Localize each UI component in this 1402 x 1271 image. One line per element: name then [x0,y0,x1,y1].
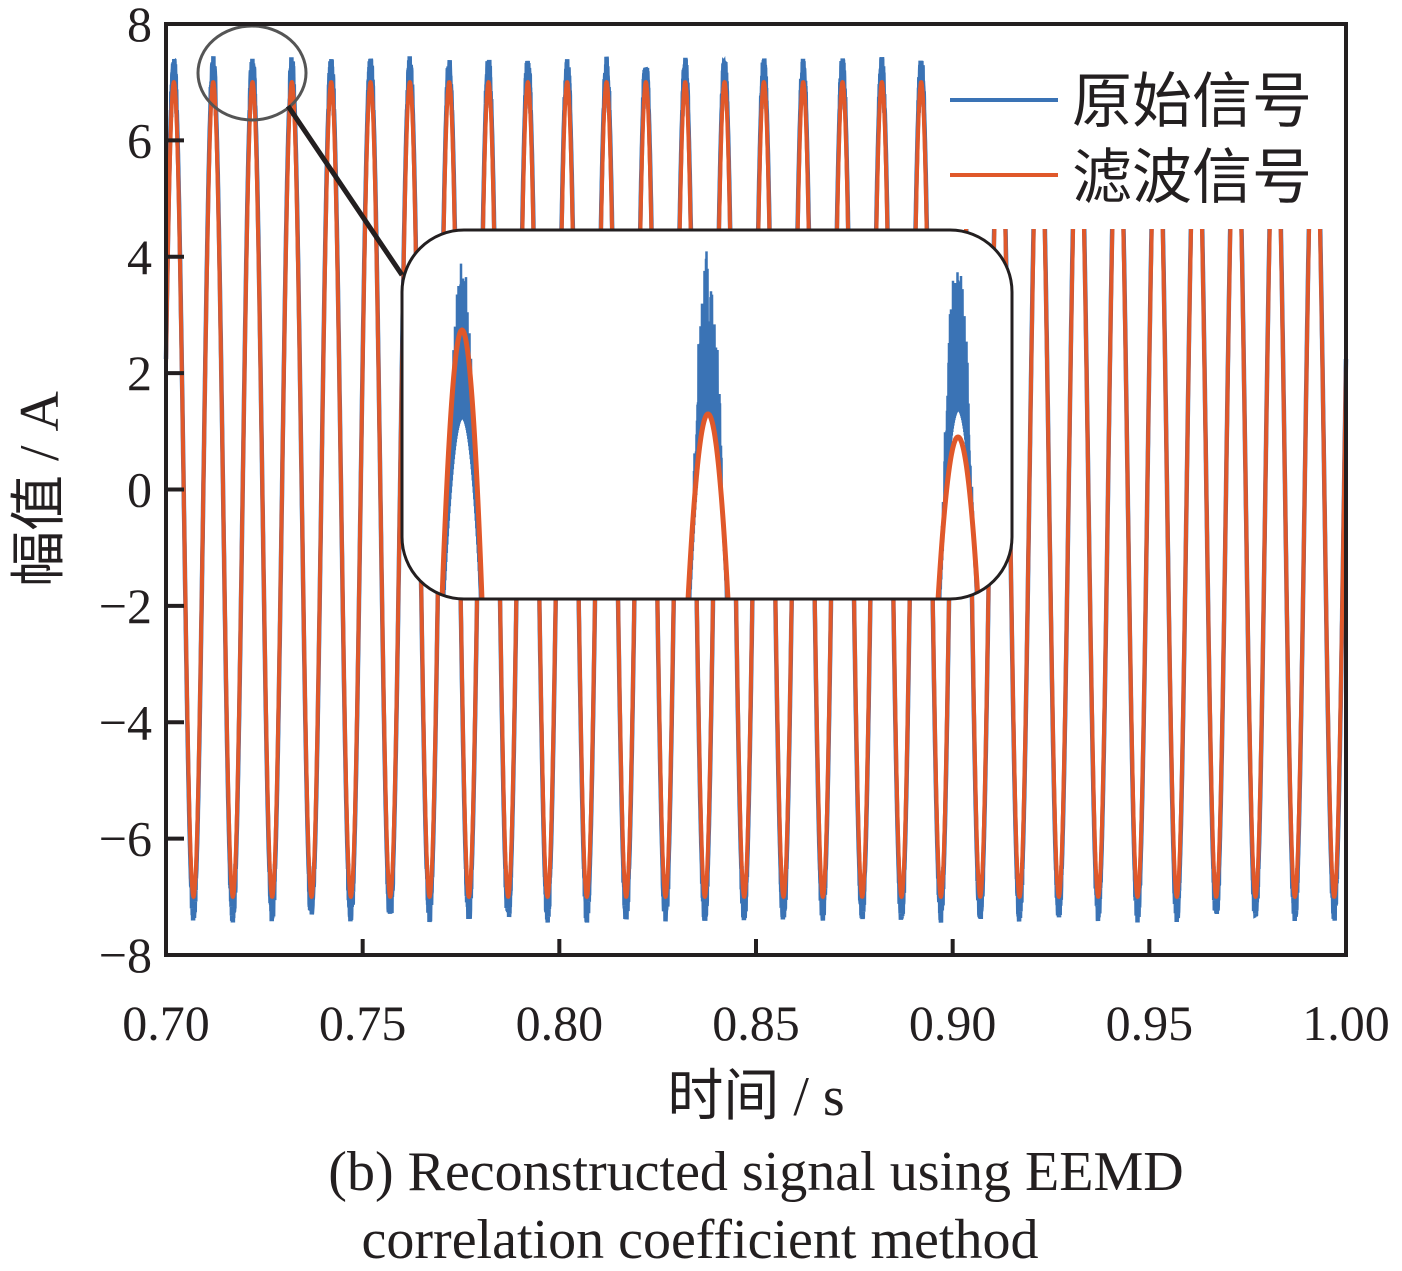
y-tick-label: 2 [127,345,152,401]
y-tick-label: −2 [99,578,152,634]
caption-line-2: correlation coefficient method [362,1209,1039,1271]
x-tick-label: 0.90 [909,995,997,1051]
inset-filtered-peak [685,411,731,599]
y-axis-label: 幅值 / A [9,390,71,587]
x-tick-label: 0.80 [516,995,604,1051]
y-tick-label: −8 [99,927,152,983]
x-tick-label: 0.85 [712,995,800,1051]
y-tick-label: −4 [99,694,152,750]
caption-line-1: (b) Reconstructed signal using EEMD [328,1141,1183,1203]
inset-lines [439,251,981,599]
inset-filtered-peak [935,434,981,599]
inset-filtered-peak [439,327,485,599]
y-tick-label: −6 [99,811,152,867]
y-tick-label: 4 [127,229,152,285]
x-tick-label: 0.75 [319,995,407,1051]
legend-label-original: 原始信号 [1072,69,1312,135]
x-tick-label: 0.95 [1106,995,1194,1051]
legend-box [930,28,1344,229]
inset-original-peak [443,263,482,599]
y-tick-label: 6 [127,112,152,168]
inset [400,228,1014,601]
y-tick-label: 0 [127,462,152,518]
zoom-connector [285,104,405,277]
inset-frame [400,228,1014,601]
ticks: 0.70 0.75 0.80 0.85 0.90 0.95 1.00 8 6 4 2 0 −2 −4 −6 −… [99,0,1390,1051]
x-tick-label: 1.00 [1302,995,1390,1051]
x-axis-label: 时间 / s [667,1066,844,1128]
x-tick-label: 0.70 [122,995,210,1051]
legend-label-filtered: 滤波信号 [1072,145,1312,211]
y-tick-label: 8 [127,0,152,52]
